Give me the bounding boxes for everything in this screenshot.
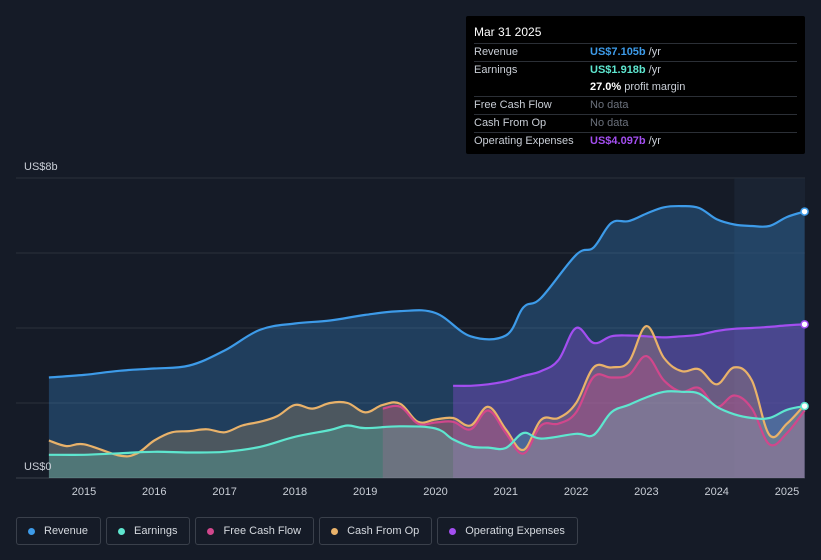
legend-item-cash-from-op[interactable]: Cash From Op <box>319 517 433 545</box>
earnings-line <box>48 390 805 456</box>
operating-expenses-line <box>453 323 805 387</box>
free-cash-flow-line <box>382 355 806 455</box>
tooltip-unit: /yr <box>648 46 661 58</box>
tooltip-value: No data <box>590 117 629 129</box>
legend-dot-icon <box>449 527 457 535</box>
legend-item-earnings[interactable]: Earnings <box>106 517 191 545</box>
legend-label: Revenue <box>44 525 89 537</box>
tooltip-row-operating-expenses: Operating Expenses US$4.097b /yr <box>474 133 797 150</box>
tooltip-row-margin: 27.0% profit margin <box>474 79 797 97</box>
cash-from-op-area <box>48 326 805 478</box>
tooltip-row-free-cash-flow: Free Cash Flow No data <box>474 97 797 115</box>
tooltip-value: US$1.918b <box>590 64 646 76</box>
x-tick-label: 2025 <box>775 486 799 498</box>
chart-legend: Revenue Earnings Free Cash Flow Cash Fro… <box>16 517 583 545</box>
tooltip-row-revenue: Revenue US$7.105b /yr <box>474 44 797 62</box>
x-axis: 2015 2016 2017 2018 2019 2020 2021 2022 2023 2024… <box>72 486 799 498</box>
legend-item-revenue[interactable]: Revenue <box>16 517 102 545</box>
operating-expenses-end-marker[interactable] <box>800 320 809 329</box>
legend-dot-icon <box>118 527 126 535</box>
y-axis-top-label: US$8b <box>24 161 58 173</box>
tooltip-value: US$7.105b <box>590 46 646 58</box>
x-tick-label: 2023 <box>634 486 658 498</box>
y-axis-bottom-label: US$0 <box>24 461 52 473</box>
tooltip-unit: /yr <box>648 64 661 76</box>
legend-label: Operating Expenses <box>465 525 565 537</box>
earnings-area <box>48 391 805 478</box>
legend-label: Cash From Op <box>347 525 420 537</box>
legend-item-free-cash-flow[interactable]: Free Cash Flow <box>195 517 315 545</box>
tooltip-label: Revenue <box>474 46 519 58</box>
revenue-line <box>48 204 805 379</box>
legend-item-operating-expenses[interactable]: Operating Expenses <box>437 517 578 545</box>
chart-markers <box>800 207 809 411</box>
tooltip-value: No data <box>590 99 629 111</box>
cash-from-op-line <box>48 325 806 458</box>
tooltip-label <box>474 79 590 96</box>
tooltip-label: Operating Expenses <box>474 135 574 147</box>
tooltip-row-earnings: Earnings US$1.918b /yr <box>474 62 797 79</box>
legend-dot-icon <box>331 527 339 535</box>
x-tick-label: 2019 <box>353 486 377 498</box>
revenue-end-marker[interactable] <box>800 207 809 216</box>
x-tick-label: 2024 <box>704 486 728 498</box>
tooltip-unit: profit margin <box>624 81 686 93</box>
tooltip-label: Free Cash Flow <box>474 99 552 111</box>
tooltip-label: Cash From Op <box>474 117 547 129</box>
legend-dot-icon <box>207 527 215 535</box>
legend-label: Free Cash Flow <box>223 525 302 537</box>
x-tick-label: 2015 <box>72 486 96 498</box>
tooltip-value: 27.0% <box>590 81 622 93</box>
tooltip-date: Mar 31 2025 <box>474 24 797 44</box>
legend-label: Earnings <box>134 525 178 537</box>
x-tick-label: 2016 <box>142 486 166 498</box>
earnings-end-marker[interactable] <box>800 401 809 411</box>
data-tooltip: Mar 31 2025 Revenue US$7.105b /yr Earnin… <box>466 16 805 154</box>
x-tick-label: 2020 <box>423 486 447 498</box>
x-tick-label: 2018 <box>283 486 307 498</box>
tooltip-unit: /yr <box>648 135 661 147</box>
tooltip-label: Earnings <box>474 64 518 76</box>
legend-dot-icon <box>28 527 35 535</box>
x-tick-label: 2017 <box>212 486 236 498</box>
x-tick-label: 2021 <box>494 486 518 498</box>
tooltip-row-cash-from-op: Cash From Op No data <box>474 115 797 133</box>
x-tick-label: 2022 <box>564 486 588 498</box>
chart-lines <box>48 204 806 458</box>
tooltip-value: US$4.097b <box>590 135 646 147</box>
